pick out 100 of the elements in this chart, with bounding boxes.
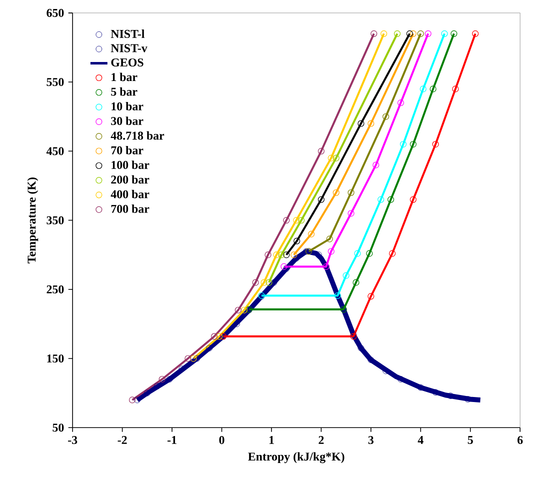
point [266,279,272,286]
point [417,30,424,37]
x-tick-label: 4 [418,436,424,444]
point [452,86,459,92]
point [450,30,458,37]
point [400,140,407,148]
y-tick-label: 150 [47,354,64,362]
point [430,86,436,92]
point [420,86,426,92]
legend-label: 400 bar [110,190,150,198]
x-tick-label: 5 [468,436,473,444]
point [406,30,413,37]
point [372,162,380,168]
legend-label: 700 bar [111,204,150,213]
point [283,265,290,272]
point [190,355,197,362]
point [410,30,416,37]
point [283,216,290,224]
point [378,196,384,203]
x-tick-label: -3 [68,436,78,444]
point [397,99,404,106]
x-tick-label: 3 [368,436,374,444]
legend-label: 5 bar [111,87,138,96]
point [354,250,361,257]
y-tick-label: 450 [46,146,64,156]
legend-label: 70 bar [111,146,144,154]
point [298,216,305,224]
point [410,196,416,203]
point [273,251,280,258]
point [252,279,259,286]
point [280,263,288,270]
y-tick-label: 650 [46,8,64,17]
point [264,251,272,258]
legend-label: 100 bar [112,160,150,169]
point [410,140,416,148]
point [417,384,424,391]
legend-label: NIST-l [110,29,144,38]
y-tick-label: 550 [46,78,64,86]
point [358,344,364,352]
y-axis-title: Temperature (K) [27,177,38,264]
point [290,251,298,258]
point [234,306,242,314]
legend-label: 200 bar [111,175,150,184]
point [184,355,192,362]
point [328,248,334,254]
point [260,279,268,286]
point [394,30,401,37]
point [432,140,439,148]
x-tick-label: -1 [168,436,176,444]
point [382,113,390,120]
point [294,238,300,244]
point [158,376,166,382]
y-tick-label: 50 [52,423,64,432]
point [441,30,448,37]
point [318,148,324,154]
point [332,189,340,196]
point [472,30,479,37]
point [380,30,388,37]
x-tick-label: 1 [269,436,274,444]
point [366,250,373,257]
point [348,210,354,216]
point [128,396,136,404]
point [240,306,248,314]
point [332,154,340,162]
point [211,332,218,340]
point [326,235,333,242]
point [283,251,290,258]
point [424,30,432,37]
point [389,250,396,257]
point [368,120,374,127]
point [368,356,374,363]
y-tick-label: 350 [46,216,64,224]
x-tick-label: 0 [219,436,224,444]
point [318,196,324,203]
x-tick-label: 6 [518,436,523,444]
x-tick-label: -2 [118,436,127,444]
point [278,251,285,258]
point [388,196,394,203]
y-tick-label: 250 [46,285,64,294]
point [348,189,354,196]
legend-label: 10 bar [112,102,144,110]
x-tick-label: 2 [318,436,324,444]
point [144,390,150,396]
point [216,332,223,340]
point [303,248,310,254]
point [328,154,334,162]
legend-label: 48.718 bar [110,131,164,140]
legend-label: 1 bar [112,72,138,81]
legend-label: NIST-v [110,44,148,52]
point [368,292,374,300]
point [270,279,278,286]
point [308,230,315,238]
point [194,355,200,362]
point [358,120,364,127]
point [233,320,240,327]
legend-label: GEOS [111,58,144,66]
point [206,344,213,352]
point [293,216,300,224]
legend-label: 30 bar [111,116,144,125]
point [370,30,378,37]
